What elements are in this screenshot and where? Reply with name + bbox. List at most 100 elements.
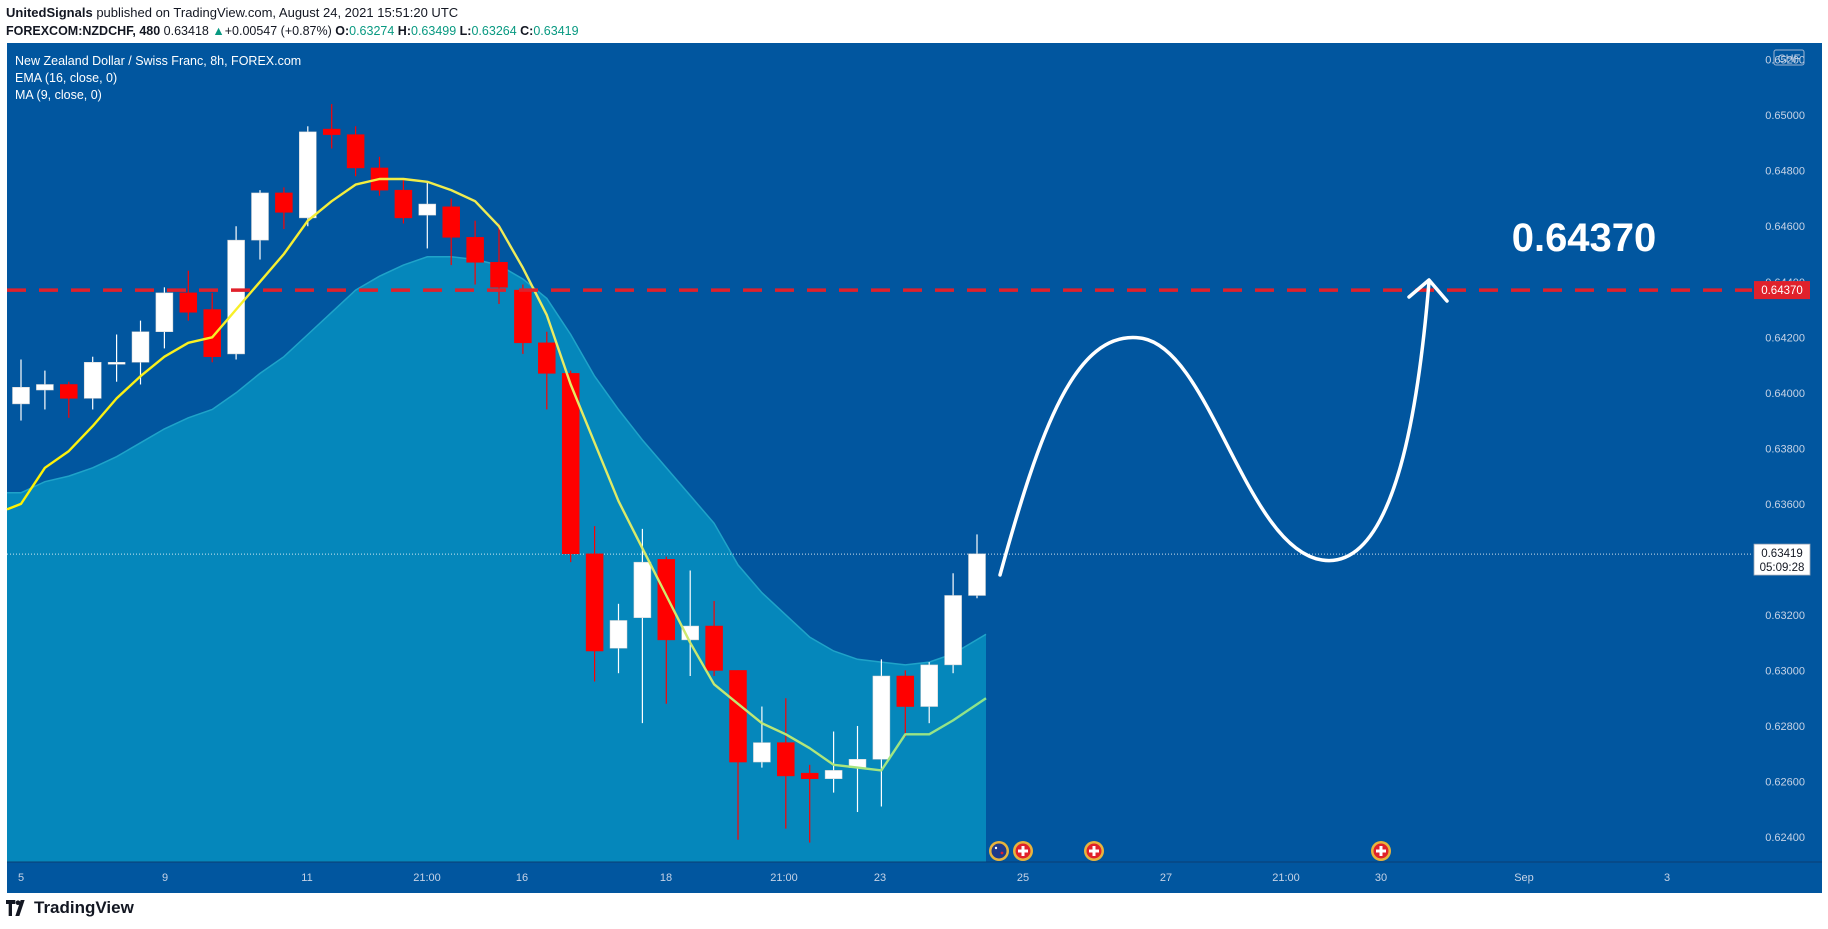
candle	[657, 556, 676, 704]
candle	[60, 381, 78, 418]
x-tick-label: 16	[516, 872, 528, 884]
candles-layer	[12, 104, 986, 843]
nz-flag-star	[1000, 851, 1004, 855]
candle	[394, 179, 413, 224]
price-change: +0.00547 (+0.87%)	[224, 24, 332, 38]
x-tick-label: 21:00	[770, 872, 798, 884]
candle-body-down	[514, 289, 532, 344]
candle	[944, 573, 962, 674]
candle	[968, 534, 986, 599]
candle-body-down	[179, 292, 198, 313]
y-tick-label: 0.65200	[1765, 55, 1805, 67]
nz-flag-icon	[989, 841, 1009, 861]
ch-cross-horizontal	[1089, 849, 1099, 853]
candle-body-up	[36, 384, 54, 391]
candle-body-up	[920, 664, 938, 707]
x-tick-label: 18	[660, 872, 672, 884]
legend-ma: MA (9, close, 0)	[15, 88, 102, 102]
countdown-label: 05:09:28	[1760, 562, 1805, 574]
ch-cross-horizontal	[1018, 849, 1028, 853]
x-tick-label: 3	[1664, 872, 1670, 884]
x-tick-label: 21:00	[413, 872, 441, 884]
candle-body-down	[442, 206, 460, 238]
candle-body-up	[155, 292, 174, 332]
candle	[418, 181, 437, 249]
publisher-name[interactable]: UnitedSignals	[6, 5, 93, 20]
candle-body-up	[131, 331, 150, 363]
tradingview-footer[interactable]: TradingView	[6, 898, 134, 918]
candle-body-up	[753, 742, 771, 763]
candle	[729, 670, 747, 840]
candle-body-up	[633, 561, 652, 618]
footer-brand: TradingView	[34, 898, 134, 917]
published-text: published on TradingView.com, August 24,…	[96, 5, 459, 20]
candle	[203, 292, 221, 363]
candle	[346, 126, 365, 177]
candle-body-down	[561, 373, 580, 555]
nz-flag-union	[994, 846, 998, 850]
candle	[753, 706, 771, 768]
candle-body-down	[729, 670, 747, 763]
candle	[585, 526, 604, 682]
ohlc-line: FOREXCOM:NZDCHF, 480 0.63418 ▲+0.00547 (…	[6, 22, 579, 40]
y-tick-label: 0.63600	[1765, 499, 1805, 511]
open-value: 0.63274	[349, 24, 395, 38]
y-tick-label: 0.63200	[1765, 610, 1805, 622]
candle-body-up	[12, 387, 30, 405]
candle	[155, 287, 174, 349]
y-tick-label: 0.63800	[1765, 443, 1805, 455]
projection-curve	[998, 280, 1431, 577]
change-triangle-icon: ▲	[212, 24, 225, 38]
candle	[83, 356, 102, 410]
y-tick-label: 0.63000	[1765, 665, 1805, 677]
candle	[538, 331, 556, 410]
candle-body-down	[466, 237, 484, 263]
candle	[777, 698, 795, 829]
candle	[12, 359, 30, 421]
candle	[872, 659, 891, 807]
high-label: H:	[397, 24, 411, 38]
high-value: 0.63499	[411, 24, 457, 38]
candle-body-up	[824, 770, 843, 779]
economic-events	[989, 841, 1391, 861]
x-tick-label: 30	[1375, 872, 1387, 884]
ch-flag-icon	[1084, 841, 1104, 861]
y-tick-label: 0.64000	[1765, 388, 1805, 400]
target-price-badge	[1754, 281, 1810, 300]
arrow-head-icon	[1407, 278, 1449, 303]
candle-body-up	[968, 553, 986, 596]
x-tick-label: 5	[18, 872, 24, 884]
candle	[442, 198, 460, 266]
annotation-layer: 0.64370	[7, 216, 1752, 577]
candle	[705, 601, 723, 676]
ch-cross-horizontal	[1376, 849, 1386, 853]
ch-flag-icon	[1371, 841, 1391, 861]
candle-body-up	[418, 203, 437, 216]
y-tick-label: 0.64800	[1765, 166, 1805, 178]
candle	[800, 764, 819, 843]
x-tick-label: 25	[1017, 872, 1029, 884]
publication-header: UnitedSignals published on TradingView.c…	[6, 4, 579, 40]
currency-label: CHF	[1778, 53, 1801, 65]
candle	[251, 190, 269, 260]
open-label: O:	[335, 24, 350, 38]
target-price-label: 0.64370	[1761, 285, 1803, 297]
candle-body-up	[944, 595, 962, 666]
candle	[896, 670, 915, 738]
candle	[561, 370, 580, 563]
candle	[36, 370, 54, 410]
candle-body-down	[322, 128, 341, 135]
y-tick-label: 0.65000	[1765, 110, 1805, 122]
candle	[633, 528, 652, 724]
current-price-label: 0.63419	[1761, 548, 1803, 560]
candle	[107, 334, 126, 382]
candle-body-down	[896, 675, 915, 707]
candle-body-down	[538, 342, 556, 374]
candle	[179, 270, 198, 321]
candle	[609, 603, 628, 674]
candle	[227, 226, 245, 360]
y-axis-panel	[1752, 43, 1822, 862]
candle-body-up	[107, 362, 126, 365]
x-axis: 5 9 11 21:00 16 18 21:00 23 25 27 21:00 30 Sep 3	[7, 861, 1822, 884]
